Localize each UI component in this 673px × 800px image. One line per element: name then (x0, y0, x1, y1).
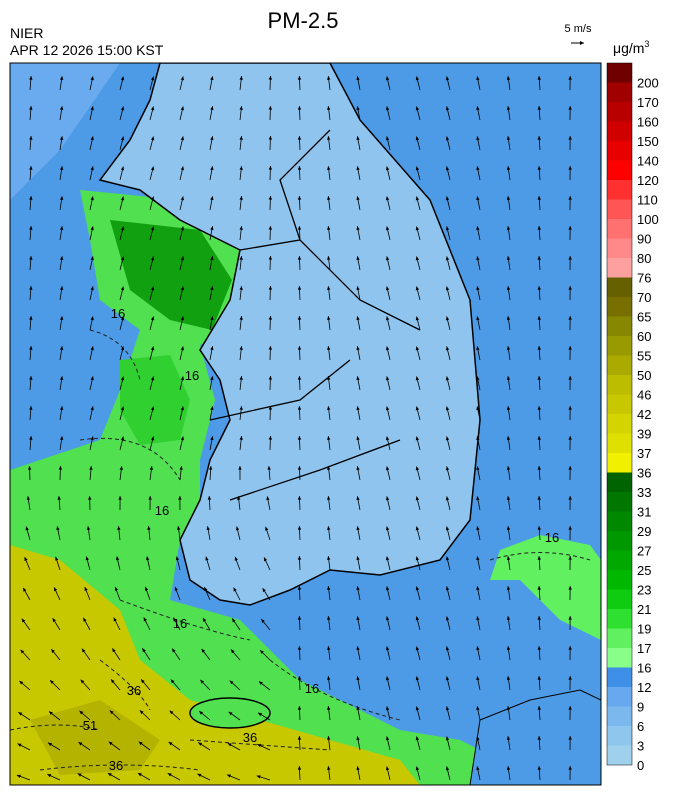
colorbar-box (607, 219, 632, 239)
colorbar-label: 55 (637, 349, 651, 364)
colorbar-box (607, 63, 632, 83)
colorbar-box (607, 434, 632, 454)
colorbar-label: 0 (637, 758, 644, 773)
colorbar-box (607, 609, 632, 629)
unit-sup: 3 (644, 39, 649, 49)
colorbar-label: 19 (637, 622, 651, 637)
colorbar-box (607, 551, 632, 571)
colorbar-label: 80 (637, 251, 651, 266)
contour-label: 16 (185, 368, 199, 383)
colorbar-label: 110 (637, 193, 658, 208)
colorbar-label: 9 (637, 700, 644, 715)
colorbar: 0369121617192123252729313336373942465055… (607, 63, 659, 773)
colorbar-label: 31 (637, 505, 651, 520)
colorbar-box (607, 83, 632, 103)
colorbar-label: 39 (637, 427, 651, 442)
wind-scale: 5 m/s (565, 23, 592, 35)
colorbar-box (607, 200, 632, 220)
colorbar-box (607, 102, 632, 122)
colorbar-label: 50 (637, 368, 651, 383)
colorbar-box (607, 746, 632, 766)
wind-scale-arrowhead (580, 41, 584, 45)
colorbar-box (607, 629, 632, 649)
contour-label: 16 (155, 503, 169, 518)
contour-label: 36 (109, 758, 123, 773)
colorbar-label: 65 (637, 310, 651, 325)
colorbar-label: 17 (637, 641, 651, 656)
colorbar-box (607, 258, 632, 278)
colorbar-label: 37 (637, 446, 651, 461)
colorbar-box (607, 278, 632, 298)
colorbar-label: 33 (637, 485, 651, 500)
colorbar-box (607, 492, 632, 512)
colorbar-box (607, 414, 632, 434)
colorbar-label: 3 (637, 739, 644, 754)
colorbar-label: 6 (637, 719, 644, 734)
colorbar-box (607, 122, 632, 142)
colorbar-box (607, 141, 632, 161)
colorbar-label: 29 (637, 524, 651, 539)
contour-label: 16 (173, 616, 187, 631)
colorbar-label: 42 (637, 407, 651, 422)
colorbar-label: 21 (637, 602, 651, 617)
colorbar-box (607, 590, 632, 610)
colorbar-box (607, 297, 632, 317)
colorbar-label: 100 (637, 212, 659, 227)
colorbar-box (607, 317, 632, 337)
colorbar-box (607, 707, 632, 727)
colorbar-label: 27 (637, 544, 651, 559)
contour-label: 16 (111, 306, 125, 321)
colorbar-box (607, 336, 632, 356)
map (10, 63, 601, 785)
colorbar-label: 200 (637, 76, 659, 91)
colorbar-label: 76 (637, 271, 651, 286)
colorbar-box (607, 648, 632, 668)
colorbar-box (607, 356, 632, 376)
colorbar-label: 70 (637, 290, 651, 305)
colorbar-box (607, 161, 632, 181)
colorbar-box (607, 726, 632, 746)
colorbar-label: 46 (637, 388, 651, 403)
colorbar-box (607, 570, 632, 590)
colorbar-label: 150 (637, 134, 659, 149)
colorbar-box (607, 375, 632, 395)
colorbar-box (607, 239, 632, 259)
colorbar-box (607, 473, 632, 493)
colorbar-label: 36 (637, 466, 651, 481)
colorbar-label: 60 (637, 329, 651, 344)
unit: μg/m3 (613, 39, 649, 56)
title: PM-2.5 (268, 8, 339, 33)
colorbar-box (607, 180, 632, 200)
contour-label: 16 (305, 681, 319, 696)
colorbar-label: 25 (637, 563, 651, 578)
colorbar-label: 170 (637, 95, 659, 110)
contour-label: 51 (83, 718, 97, 733)
contour-label: 16 (545, 530, 559, 545)
timestamp: APR 12 2026 15:00 KST (10, 42, 164, 58)
unit-base: μg/m (613, 40, 644, 56)
colorbar-box (607, 453, 632, 473)
colorbar-label: 140 (637, 154, 659, 169)
colorbar-label: 16 (637, 661, 651, 676)
colorbar-box (607, 395, 632, 415)
colorbar-label: 160 (637, 115, 659, 130)
contour-label: 36 (243, 730, 257, 745)
colorbar-label: 23 (637, 583, 651, 598)
colorbar-label: 12 (637, 680, 651, 695)
contour-label: 36 (127, 683, 141, 698)
colorbar-label: 90 (637, 232, 651, 247)
colorbar-box (607, 512, 632, 532)
agency: NIER (10, 25, 43, 41)
colorbar-label: 120 (637, 173, 659, 188)
colorbar-box (607, 687, 632, 707)
colorbar-box (607, 531, 632, 551)
colorbar-box (607, 668, 632, 688)
